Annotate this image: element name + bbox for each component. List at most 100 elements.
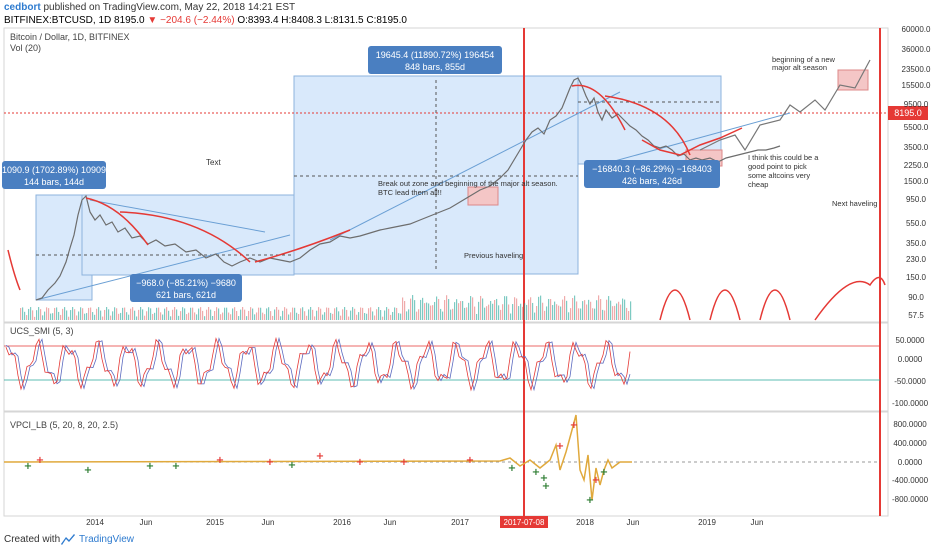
- volume-bar: [212, 316, 214, 320]
- volume-bar: [616, 303, 618, 320]
- volume-bar: [538, 296, 540, 320]
- volume-bar: [358, 312, 360, 320]
- author-link[interactable]: cedbort: [4, 2, 41, 13]
- volume-bar: [230, 314, 232, 320]
- trend-line: [329, 91, 621, 241]
- volume-bar: [258, 307, 260, 320]
- volume-bar: [390, 314, 392, 320]
- volume-bar: [360, 307, 362, 320]
- arc-red: [571, 84, 626, 131]
- volume-bar: [78, 311, 80, 320]
- volume-bar: [168, 310, 170, 320]
- volume-bar: [346, 309, 348, 320]
- smi-signal-line: [5, 336, 631, 392]
- volume-bar: [294, 307, 296, 320]
- volume-bar: [414, 300, 416, 320]
- vpci-marker: +: [508, 463, 516, 474]
- forecast-path: [699, 59, 871, 152]
- volume-bar: [260, 307, 262, 320]
- vpci-marker: +: [592, 475, 600, 486]
- time-tick: 2015: [206, 518, 224, 527]
- vpci-marker: +: [266, 457, 274, 468]
- volume-bar: [532, 302, 534, 320]
- footer: Created with TradingView: [0, 530, 932, 550]
- volume-bar: [320, 308, 322, 320]
- volume-bar: [610, 300, 612, 320]
- volume-bar: [310, 307, 312, 320]
- volume-bar: [226, 307, 228, 320]
- volume-bar: [234, 307, 236, 320]
- volume-bar: [82, 308, 84, 320]
- box2-label-bottom: 621 bars, 621d: [156, 290, 216, 300]
- volume-bar: [516, 298, 518, 320]
- volume-bar: [562, 299, 564, 320]
- date-tag: 2017-07-08: [504, 518, 545, 527]
- volume-bar: [208, 307, 210, 320]
- volume-bar: [566, 300, 568, 320]
- volume-bar: [480, 295, 482, 320]
- volume-bar: [142, 309, 144, 320]
- volume-bar: [522, 306, 524, 320]
- volume-bar: [158, 307, 160, 320]
- volume-bar: [66, 310, 68, 320]
- smi-tick: 0.0000: [898, 355, 923, 364]
- vpci-marker: +: [84, 465, 92, 476]
- volume-bar: [586, 304, 588, 320]
- volume-bar: [166, 307, 168, 320]
- volume-bar: [524, 303, 526, 320]
- volume-bar: [478, 301, 480, 320]
- legend-title: Bitcoin / Dollar, 1D, BITFINEX: [10, 32, 130, 42]
- box-3: [293, 75, 579, 275]
- volume-bar: [246, 316, 248, 320]
- volume-bar: [214, 311, 216, 320]
- box1-label-bottom: 144 bars, 144d: [24, 177, 84, 187]
- price-tick: 5500.0: [904, 123, 929, 132]
- volume-bar: [80, 307, 82, 320]
- price-tick: 150.0: [906, 273, 927, 282]
- price-change: −204.6 (−2.44%): [160, 15, 235, 26]
- volume-bar: [162, 314, 164, 320]
- volume-bar: [286, 308, 288, 320]
- time-tick: Jun: [627, 518, 640, 527]
- next-halving-note: Next haveling: [832, 199, 877, 208]
- volume-bar: [546, 306, 548, 320]
- volume-bar: [460, 301, 462, 320]
- last-price: 8195.0: [114, 15, 145, 26]
- vpci-pane[interactable]: [3, 411, 889, 517]
- volume-bar: [592, 308, 594, 320]
- volume-bar: [268, 307, 270, 320]
- symbol-line: BITFINEX:BTCUSD, 1D 8195.0 ▼ −204.6 (−2.…: [4, 15, 407, 26]
- vpci-marker: +: [586, 495, 594, 506]
- box4-label-top: −16840.3 (−86.29%) −168403: [592, 164, 712, 174]
- volume-bar: [544, 310, 546, 320]
- smi-tick: 50.0000: [896, 336, 925, 345]
- vpci-marker: +: [24, 461, 32, 472]
- volume-bar: [558, 305, 560, 320]
- volume-bar: [292, 307, 294, 320]
- volume-bar: [58, 311, 60, 320]
- volume-bar: [442, 311, 444, 320]
- volume-bar: [404, 301, 406, 320]
- volume-bar: [402, 297, 404, 320]
- volume-bar: [200, 307, 202, 320]
- volume-bar: [20, 308, 22, 320]
- volume-bar: [224, 307, 226, 320]
- volume-bar: [436, 296, 438, 320]
- cheap-note-2: good point to pick: [748, 162, 807, 171]
- volume-bar: [176, 309, 178, 320]
- volume-bar: [624, 299, 626, 320]
- volume-bar: [496, 298, 498, 320]
- volume-bar: [564, 296, 566, 320]
- volume-bar: [236, 310, 238, 320]
- smi-pane[interactable]: [3, 322, 889, 412]
- volume-bar: [296, 312, 298, 320]
- volume-bar: [126, 312, 128, 320]
- volume-bar: [102, 316, 104, 320]
- volume-bar: [282, 310, 284, 320]
- price-tick: 950.0: [906, 195, 927, 204]
- volume-bar: [440, 308, 442, 320]
- tradingview-brand[interactable]: TradingView: [79, 534, 135, 545]
- volume-bar: [68, 316, 70, 320]
- volume-bar: [252, 308, 254, 320]
